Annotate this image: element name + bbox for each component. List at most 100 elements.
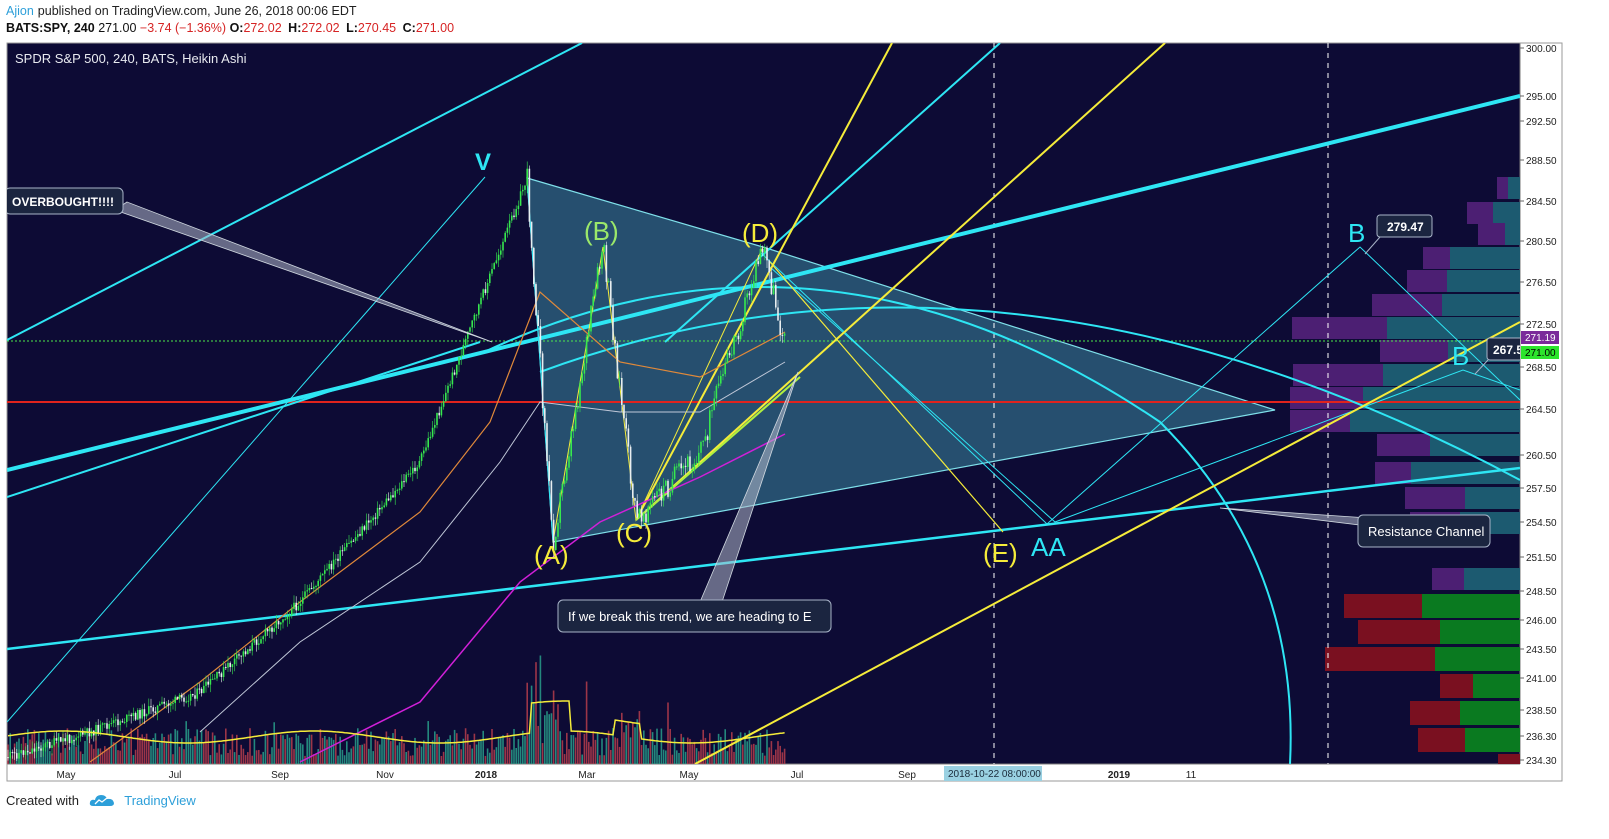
candle-body <box>354 537 357 541</box>
candle-body <box>313 586 315 589</box>
break-trend-callout[interactable] <box>557 599 832 633</box>
candle-body <box>717 383 720 386</box>
candle-body <box>189 694 192 701</box>
candle-body <box>594 288 597 297</box>
price-change: −3.74 (−1.36%) <box>139 21 227 35</box>
candle-body <box>695 462 698 464</box>
yellow-channel-upper[interactable] <box>635 43 1166 521</box>
volume-bar <box>372 751 374 764</box>
volume-bar <box>522 730 524 764</box>
time-tick-label: Jul <box>169 770 182 781</box>
volume-bar <box>700 739 702 764</box>
candle-body <box>304 591 306 598</box>
candle-body <box>744 297 746 323</box>
yellow-line-to-e[interactable] <box>769 261 1004 533</box>
volume-profile-bar <box>1478 223 1505 245</box>
volume-bar <box>231 734 234 764</box>
volume-bar <box>665 750 667 764</box>
candle-body <box>335 558 337 560</box>
yellow-support-line[interactable] <box>694 321 1520 764</box>
chart[interactable]: OVERBOUGHT!!!! If we break this trend, w… <box>0 42 1609 784</box>
candle-body <box>779 320 781 336</box>
volume-bar <box>165 741 168 764</box>
candle-body <box>253 639 256 643</box>
volume-bar <box>139 737 141 764</box>
candle-body <box>649 502 652 507</box>
candle-body <box>330 563 333 570</box>
candle-body <box>117 719 119 726</box>
candle-body <box>557 522 559 537</box>
b-label-2: B <box>1452 341 1469 371</box>
volume-bar <box>93 748 95 764</box>
volume-bar <box>346 741 348 764</box>
price-box-callout[interactable] <box>1376 214 1433 238</box>
overbought-text: OVERBOUGHT!!!! <box>12 195 114 209</box>
candle-body <box>205 681 207 686</box>
candle-body <box>583 363 586 374</box>
volume-bar <box>392 733 394 764</box>
ohlc-line: BATS:SPY, 240 271.00 −3.74 (−1.36%) O:27… <box>6 21 457 35</box>
side-price-callout[interactable] <box>1486 337 1527 361</box>
candle-body <box>603 245 605 253</box>
volume-bar <box>779 745 781 764</box>
volume-profile-bar <box>1442 294 1520 316</box>
tradingview-link[interactable]: TradingView <box>124 793 196 808</box>
projection-path-2[interactable] <box>769 266 1520 523</box>
candle-body <box>753 281 755 288</box>
candle-body <box>44 743 47 748</box>
overbought-callout[interactable] <box>5 187 124 215</box>
candle-body <box>22 750 25 755</box>
volume-bar <box>104 746 106 764</box>
volume-bar <box>431 740 434 764</box>
arc-large[interactable] <box>479 286 1292 764</box>
candle-body <box>535 284 537 316</box>
candle-body <box>640 509 643 522</box>
candle-body <box>467 331 469 339</box>
arc-small[interactable] <box>539 306 1520 481</box>
volume-bar <box>284 739 286 764</box>
candle-body <box>315 586 317 588</box>
volume-bar <box>348 752 350 764</box>
volume-bar <box>698 751 700 764</box>
volume-bar <box>561 740 564 764</box>
yellow-steep-line[interactable] <box>635 43 893 521</box>
resistance-callout[interactable] <box>1357 514 1491 548</box>
candle-body <box>636 500 638 518</box>
candle-body <box>379 507 381 510</box>
price-axis[interactable] <box>1520 43 1562 764</box>
volume-bar <box>709 733 711 764</box>
candle-body <box>605 245 608 282</box>
volume-bar <box>658 755 660 764</box>
candle-body <box>128 714 130 716</box>
trendline-steep[interactable] <box>664 43 1001 343</box>
volume-bar <box>555 719 557 764</box>
volume-profile <box>1290 177 1520 764</box>
candle-body <box>533 247 535 285</box>
trendline-lower-left[interactable] <box>7 341 481 498</box>
candle-body <box>689 456 691 472</box>
candle-body <box>669 492 671 497</box>
candle-body <box>438 412 440 416</box>
time-axis[interactable] <box>7 764 1520 781</box>
candle-body <box>497 254 500 261</box>
candle-body <box>572 428 575 432</box>
volume-bar <box>711 753 713 764</box>
trendline-v[interactable] <box>7 176 486 723</box>
volume-bar <box>119 750 121 764</box>
volume-bar <box>610 749 612 764</box>
volume-bar <box>330 737 333 764</box>
volume-bar <box>733 751 735 764</box>
publish-line: Ajion published on TradingView.com, June … <box>6 4 357 18</box>
volume-bar <box>77 745 80 764</box>
projection-path-1[interactable] <box>759 246 1520 525</box>
resistance-channel-line[interactable] <box>7 466 1520 651</box>
candle-body <box>526 168 528 186</box>
volume-bar <box>687 737 689 764</box>
trendline-upper-left[interactable] <box>7 43 583 341</box>
candle-body <box>684 465 687 467</box>
price-tick-label: 254.50 <box>1526 518 1557 529</box>
author-link[interactable]: Ajion <box>6 4 34 18</box>
time-tick-label: Sep <box>271 770 289 781</box>
wave-e-label: (E) <box>983 538 1018 568</box>
candle-body <box>405 474 407 482</box>
